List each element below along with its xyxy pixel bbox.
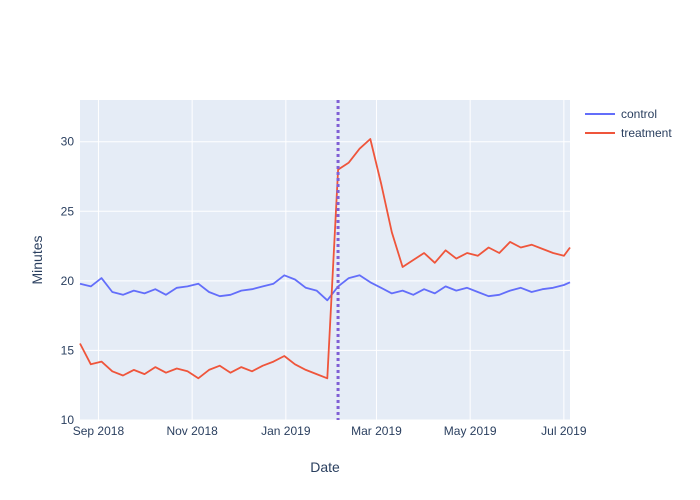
x-tick-labels: Sep 2018 Nov 2018 Jan 2019 Mar 2019 May 2019…	[73, 424, 587, 438]
x-tick-label: Sep 2018	[73, 424, 125, 438]
x-tick-label: May 2019	[444, 424, 497, 438]
legend-label-treatment: treatment	[621, 126, 672, 140]
x-tick-label: Jul 2019	[541, 424, 587, 438]
legend-item-treatment[interactable]: treatment	[585, 126, 672, 140]
y-tick-label: 25	[61, 204, 75, 218]
series-line-treatment	[79, 138, 571, 380]
y-tick-label: 30	[61, 135, 75, 149]
y-tick-label: 20	[61, 274, 75, 288]
x-tick-label: Nov 2018	[166, 424, 218, 438]
grid-lines	[80, 100, 570, 421]
x-tick-label: Mar 2019	[351, 424, 402, 438]
x-axis-title: Date	[310, 459, 340, 475]
y-tick-label: 10	[61, 413, 75, 427]
plot-background	[80, 100, 570, 420]
legend-label-control: control	[621, 107, 657, 121]
plot-area	[79, 100, 571, 420]
legend-item-control[interactable]: control	[585, 107, 657, 121]
legend[interactable]: control treatment	[585, 107, 672, 140]
x-tick-label: Jan 2019	[261, 424, 311, 438]
y-tick-label: 15	[61, 343, 75, 357]
series-line-control	[79, 274, 571, 302]
y-tick-labels: 10 15 20 25 30	[61, 135, 75, 427]
y-axis-title: Minutes	[29, 235, 45, 284]
